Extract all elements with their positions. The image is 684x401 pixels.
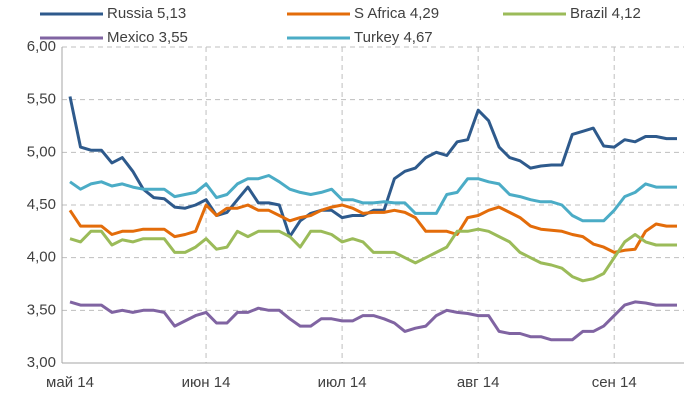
x-tick-label: авг 14 — [457, 374, 500, 391]
x-tick-label: сен 14 — [592, 374, 637, 391]
y-tick-label: 4,50 — [27, 196, 56, 213]
x-tick-label: май 14 — [46, 374, 94, 391]
y-tick-label: 5,00 — [27, 143, 56, 160]
series-line — [69, 300, 677, 342]
series-line — [68, 96, 677, 239]
y-tick-label: 3,00 — [27, 354, 56, 371]
x-tick-label: июл 14 — [318, 374, 367, 391]
series-line — [69, 227, 677, 283]
series-line — [68, 203, 677, 254]
y-tick-label: 3,50 — [27, 301, 56, 318]
x-tick-label: июн 14 — [182, 374, 231, 391]
series-line — [69, 174, 677, 223]
legend-label: S Africa 4,29 — [354, 5, 439, 22]
legend-label: Mexico 3,55 — [107, 29, 188, 46]
y-tick-label: 5,50 — [27, 91, 56, 108]
legend-label: Brazil 4,12 — [570, 5, 641, 22]
legend-label: Turkey 4,67 — [354, 29, 433, 46]
legend-label: Russia 5,13 — [107, 5, 186, 22]
y-tick-label: 6,00 — [27, 38, 56, 55]
y-tick-label: 4,00 — [27, 249, 56, 266]
